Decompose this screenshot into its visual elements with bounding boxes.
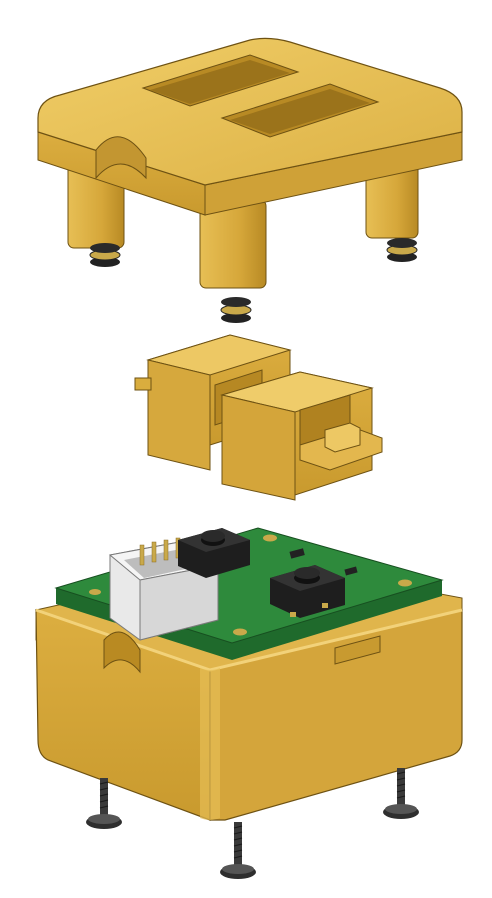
base-enclosure-front [35,608,463,821]
lid-window-back [141,54,300,107]
pcb-hole [89,589,101,595]
slider-frame-right [220,371,383,501]
lid-window-front [220,83,380,138]
pcb-hole [233,628,247,636]
slider-frames-part [134,334,383,501]
lid-nut-right [386,238,418,262]
lid-nut-front [220,297,252,323]
pcb-hole [263,534,277,542]
pcb-hole [398,579,412,587]
lid-part [37,37,463,323]
screw-front [220,822,256,879]
tactile-switch-1 [178,528,250,578]
tactile-switch-2 [270,565,345,618]
lid-nut-left [89,243,121,267]
screw-right [383,768,419,819]
smd-component [289,548,305,559]
screw-left [86,778,122,829]
pin-header-connector [108,537,220,641]
circuit-board-part [54,527,444,660]
smd-component [344,566,358,576]
